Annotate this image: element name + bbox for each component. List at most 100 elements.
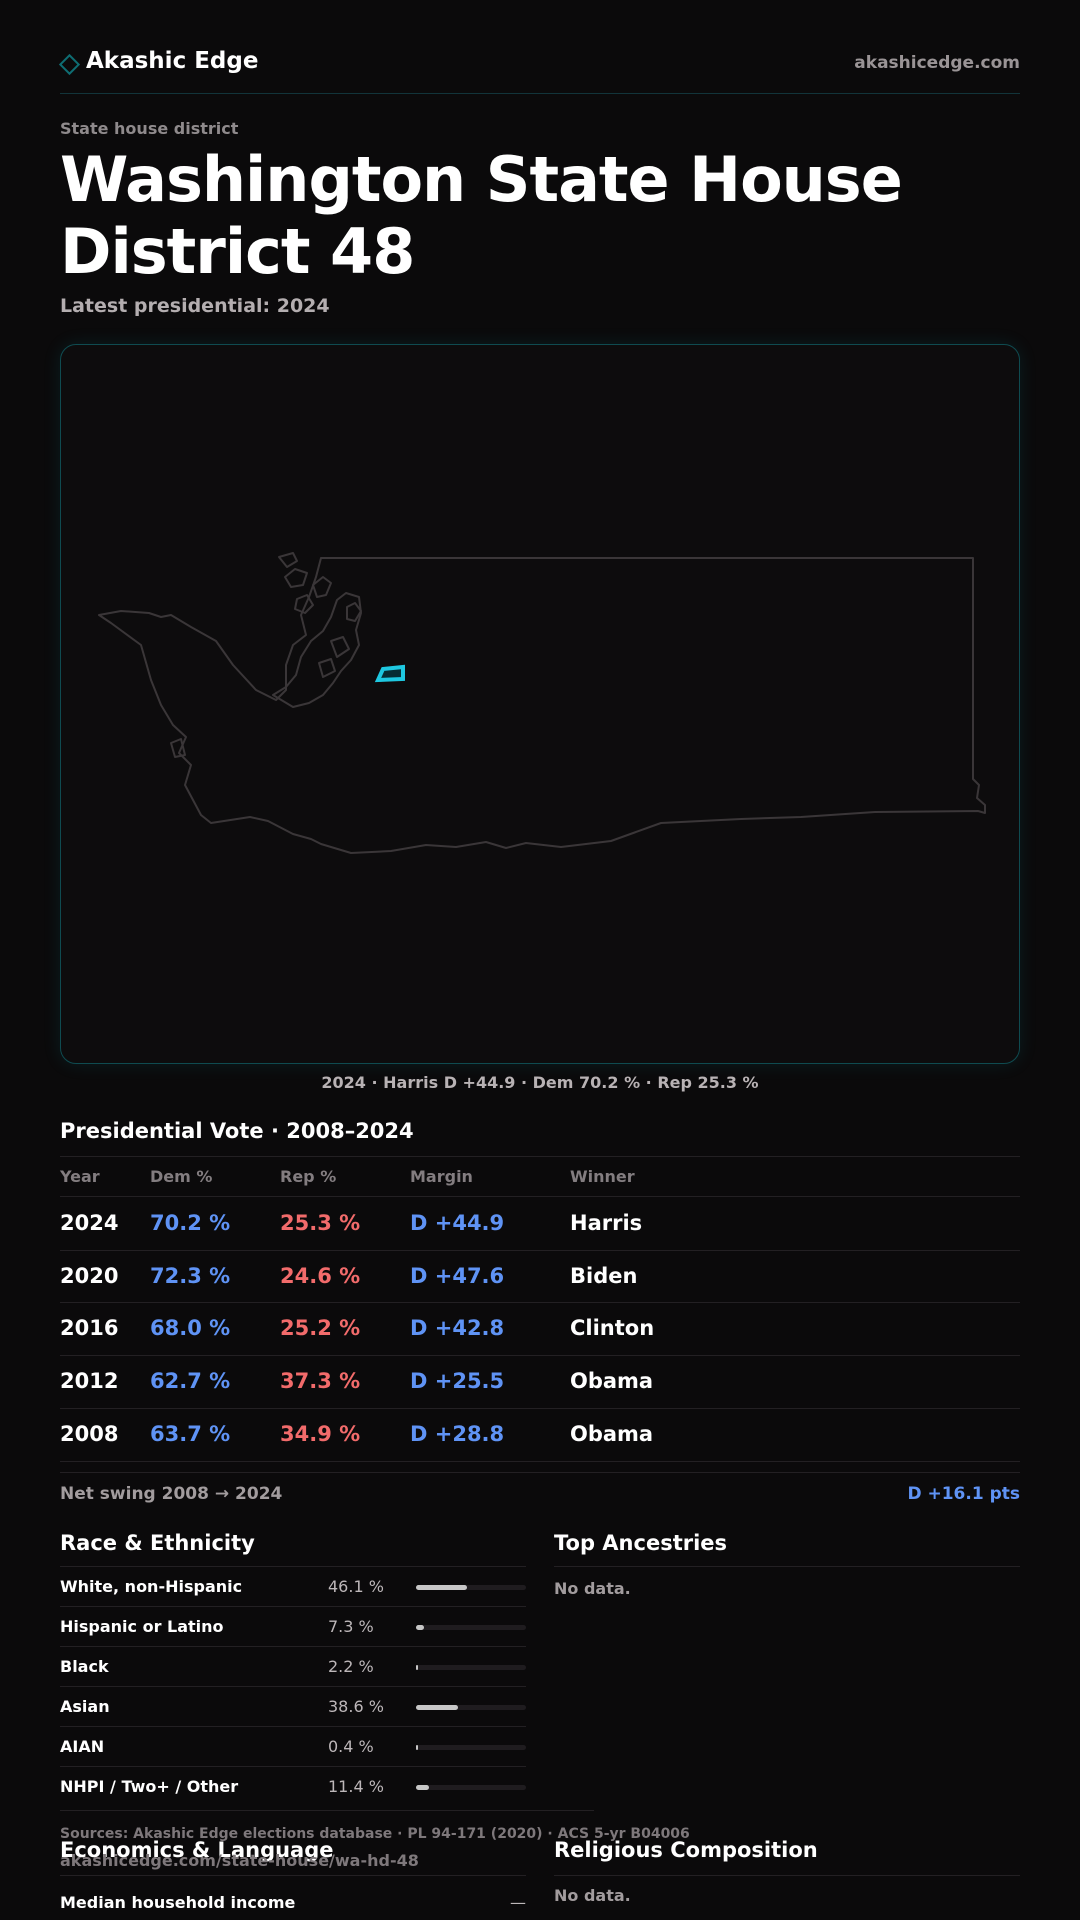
- race-bar: [416, 1705, 526, 1710]
- race-bar: [416, 1665, 526, 1670]
- margin-cell: D +47.6: [410, 1264, 505, 1288]
- race-percent: 7.3 %: [328, 1617, 374, 1636]
- dem-cell: 63.7 %: [150, 1422, 231, 1446]
- median-income-value: —: [510, 1893, 526, 1912]
- ancestries-section-title: Top Ancestries: [554, 1531, 728, 1555]
- margin-cell: D +28.8: [410, 1422, 505, 1446]
- year-cell: 2008: [60, 1422, 119, 1446]
- race-bar: [416, 1785, 526, 1790]
- race-bar-fill: [416, 1585, 467, 1590]
- race-percent: 46.1 %: [328, 1577, 384, 1596]
- race-row: White, non-Hispanic 46.1 %: [60, 1567, 526, 1607]
- state-outline: [98, 552, 986, 854]
- winner-cell: Biden: [570, 1264, 638, 1288]
- presidential-section-title: Presidential Vote · 2008–2024: [60, 1119, 414, 1143]
- economics-section-title: Economics & Language: [60, 1838, 334, 1862]
- col-winner-header: Winner: [570, 1167, 635, 1186]
- col-rep-header: Rep %: [280, 1167, 337, 1186]
- margin-cell: D +42.8: [410, 1316, 505, 1340]
- divider: [60, 1408, 1020, 1409]
- race-bar: [416, 1745, 526, 1750]
- race-row: Hispanic or Latino 7.3 %: [60, 1607, 526, 1647]
- race-section-title: Race & Ethnicity: [60, 1531, 255, 1555]
- dem-cell: 70.2 %: [150, 1211, 231, 1235]
- dem-cell: 72.3 %: [150, 1264, 231, 1288]
- race-label: Asian: [60, 1697, 110, 1716]
- divider: [60, 1302, 1020, 1303]
- divider: [60, 1566, 526, 1567]
- net-swing-label: Net swing 2008 → 2024: [60, 1484, 283, 1504]
- header-divider: [60, 93, 1020, 94]
- ancestries-empty-text: No data.: [554, 1579, 631, 1598]
- margin-cell: D +44.9: [410, 1211, 505, 1235]
- rep-cell: 24.6 %: [280, 1264, 361, 1288]
- table-row: 2008 63.7 % 34.9 % D +28.8 Obama: [60, 1408, 1020, 1461]
- divider: [60, 1766, 526, 1767]
- divider: [60, 1196, 1020, 1197]
- sources-text: Sources: Akashic Edge elections database…: [60, 1826, 690, 1842]
- divider: [60, 1686, 526, 1687]
- religion-empty-text: No data.: [554, 1886, 631, 1905]
- table-row: 2024 70.2 % 25.3 % D +44.9 Harris: [60, 1197, 1020, 1250]
- year-cell: 2016: [60, 1316, 119, 1340]
- divider: [554, 1875, 1020, 1876]
- district-48-highlight[interactable]: [374, 664, 405, 683]
- race-label: AIAN: [60, 1737, 105, 1756]
- winner-cell: Obama: [570, 1369, 654, 1393]
- site-url-link[interactable]: akashicedge.com: [854, 53, 1020, 73]
- race-percent: 0.4 %: [328, 1737, 374, 1756]
- col-margin-header: Margin: [410, 1167, 473, 1186]
- winner-cell: Clinton: [570, 1316, 655, 1340]
- divider: [60, 1726, 526, 1727]
- diamond-logo-icon: [58, 53, 81, 76]
- table-row: 2016 68.0 % 25.2 % D +42.8 Clinton: [60, 1302, 1020, 1355]
- page-url-link[interactable]: akashicedge.com/state-house/wa-hd-48: [60, 1851, 419, 1870]
- year-cell: 2024: [60, 1211, 119, 1235]
- race-row: NHPI / Two+ / Other 11.4 %: [60, 1767, 526, 1807]
- divider: [60, 1461, 1020, 1462]
- race-label: Black: [60, 1657, 109, 1676]
- race-bar: [416, 1625, 526, 1630]
- divider: [60, 1156, 1020, 1157]
- district-map[interactable]: [60, 344, 1020, 1064]
- net-swing-value: D +16.1 pts: [907, 1484, 1020, 1504]
- race-label: Hispanic or Latino: [60, 1617, 224, 1636]
- race-label: NHPI / Two+ / Other: [60, 1777, 239, 1796]
- brand-name[interactable]: Akashic Edge: [86, 48, 259, 74]
- race-percent: 38.6 %: [328, 1697, 384, 1716]
- divider: [60, 1606, 526, 1607]
- race-bar-fill: [416, 1625, 425, 1630]
- divider: [60, 1355, 1020, 1356]
- year-cell: 2020: [60, 1264, 119, 1288]
- race-label: White, non-Hispanic: [60, 1577, 243, 1596]
- race-bar-fill: [416, 1785, 429, 1790]
- religion-section-title: Religious Composition: [554, 1838, 818, 1862]
- divider: [60, 1472, 1020, 1473]
- col-year-header: Year: [60, 1167, 100, 1186]
- dem-cell: 62.7 %: [150, 1369, 231, 1393]
- year-cell: 2012: [60, 1369, 119, 1393]
- washington-state-map: [98, 552, 986, 854]
- table-row: 2020 72.3 % 24.6 % D +47.6 Biden: [60, 1250, 1020, 1303]
- divider: [60, 1250, 1020, 1251]
- table-row: 2012 62.7 % 37.3 % D +25.5 Obama: [60, 1355, 1020, 1408]
- race-bar: [416, 1585, 526, 1590]
- latest-presidential: Latest presidential: 2024: [60, 295, 330, 317]
- race-percent: 2.2 %: [328, 1657, 374, 1676]
- race-row: Black 2.2 %: [60, 1647, 526, 1687]
- divider: [60, 1875, 526, 1876]
- winner-cell: Obama: [570, 1422, 654, 1446]
- rep-cell: 25.3 %: [280, 1211, 361, 1235]
- divider: [60, 1810, 594, 1811]
- brand-bar: Akashic Edge akashicedge.com: [58, 48, 1020, 80]
- divider: [554, 1566, 1020, 1567]
- rep-cell: 25.2 %: [280, 1316, 361, 1340]
- race-row: Asian 38.6 %: [60, 1687, 526, 1727]
- dem-cell: 68.0 %: [150, 1316, 231, 1340]
- race-bar-fill: [416, 1665, 419, 1670]
- winner-cell: Harris: [570, 1211, 643, 1235]
- margin-cell: D +25.5: [410, 1369, 505, 1393]
- page-kicker: State house district: [60, 119, 239, 138]
- rep-cell: 34.9 %: [280, 1422, 361, 1446]
- page-title: Washington State House District 48: [60, 143, 903, 288]
